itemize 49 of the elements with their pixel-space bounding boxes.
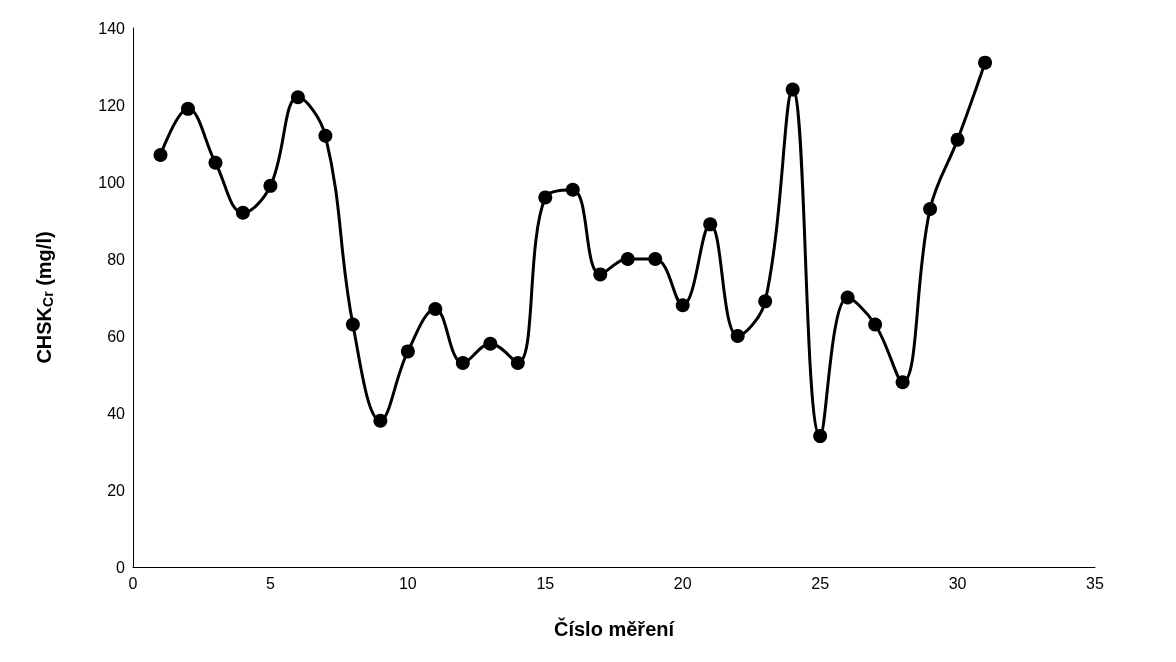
y-tick-label: 140	[98, 19, 126, 37]
y-tick-label: 100	[98, 173, 126, 191]
point	[785, 82, 800, 97]
point	[235, 205, 250, 220]
point	[263, 178, 278, 193]
point	[978, 55, 993, 70]
point	[153, 148, 168, 163]
point	[345, 317, 360, 332]
point	[565, 182, 580, 197]
x-tick-label: 15	[536, 574, 555, 592]
point	[290, 90, 305, 105]
y-tick-label: 40	[107, 404, 126, 422]
point	[318, 128, 333, 143]
point	[950, 132, 965, 147]
point	[675, 298, 690, 313]
point	[538, 190, 553, 205]
y-axis-title: CHSKCr (mg/l)	[33, 231, 56, 364]
point	[840, 290, 855, 305]
x-tick-label: 25	[811, 574, 830, 592]
y-tick-label: 120	[98, 96, 126, 114]
x-tick-label: 30	[948, 574, 967, 592]
point	[730, 329, 745, 343]
x-tick-label: 0	[128, 574, 138, 592]
y-tick-label: 80	[107, 250, 126, 268]
point	[400, 344, 415, 359]
point	[868, 317, 883, 332]
point	[483, 336, 498, 351]
y-tick-label: 0	[116, 558, 126, 576]
point	[648, 252, 663, 266]
point	[208, 155, 223, 170]
x-tick-label: 10	[398, 574, 417, 592]
point	[703, 217, 718, 232]
point	[923, 201, 938, 216]
x-tick-label: 35	[1086, 574, 1104, 592]
x-axis-title: Číslo měření	[553, 617, 676, 640]
point	[455, 355, 470, 370]
point	[758, 294, 773, 309]
point	[593, 267, 608, 282]
point	[510, 355, 525, 370]
point	[373, 413, 388, 428]
point	[813, 429, 828, 444]
y-tick-label: 20	[107, 481, 126, 499]
x-tick-label: 20	[673, 574, 692, 592]
point	[428, 302, 443, 317]
x-tick-label: 5	[265, 574, 275, 592]
y-tick-label: 60	[107, 327, 126, 345]
point	[895, 375, 910, 390]
point	[180, 101, 195, 116]
point	[620, 252, 635, 266]
